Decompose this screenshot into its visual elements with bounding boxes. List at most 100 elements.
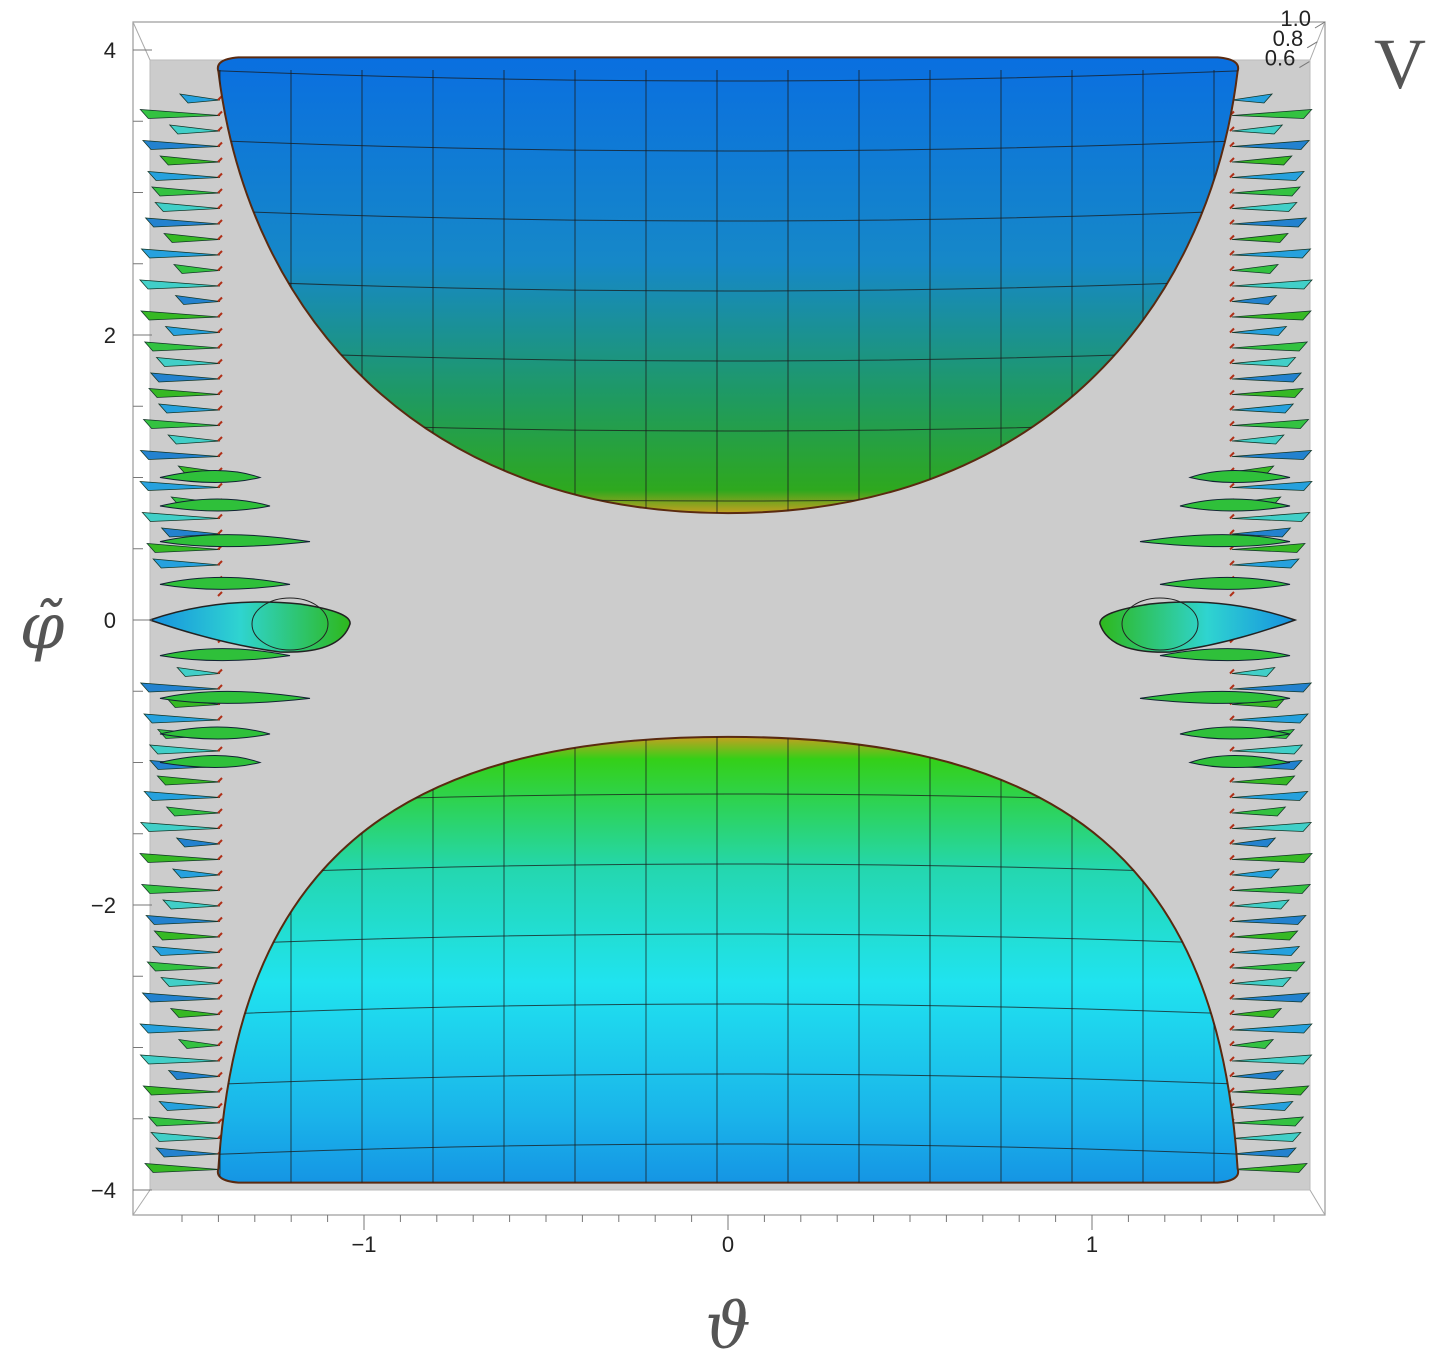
x-tick-label: 0 (722, 1232, 734, 1257)
spike-base (217, 591, 223, 597)
spike (143, 713, 221, 724)
spike-base (217, 374, 223, 380)
spike-base (217, 1071, 223, 1078)
spike (141, 512, 221, 522)
spike-base (1229, 157, 1235, 163)
z-axis-ticks: 1.00.80.6 (1265, 6, 1326, 71)
spike (174, 294, 221, 305)
spike (163, 232, 221, 243)
spike (1231, 961, 1306, 972)
spike-base (217, 1118, 223, 1124)
spike-base (217, 141, 223, 148)
spike-base (1229, 947, 1235, 954)
spike-base (217, 312, 223, 318)
spike-base (1229, 141, 1235, 148)
spike (1231, 744, 1304, 755)
spike-base (217, 916, 223, 923)
spike (1231, 1023, 1313, 1034)
spike-base (1229, 529, 1235, 535)
spike (1231, 853, 1313, 863)
axes: −1 0 1 4 2 0 −2 −4 1.00.80.6 (91, 6, 1326, 1257)
spike (139, 1054, 221, 1065)
teardrop (159, 648, 291, 662)
spike (139, 279, 221, 290)
spike-base (1229, 885, 1235, 892)
spike-base (217, 343, 223, 349)
spike (154, 202, 221, 212)
side-blobs (147, 597, 1298, 653)
spike (139, 682, 221, 693)
teardrop (1139, 534, 1291, 548)
spike (1231, 248, 1312, 259)
mesh-line (217, 349, 1239, 362)
spike-base (1229, 777, 1235, 783)
spike (1231, 171, 1305, 181)
spike-base (217, 482, 223, 489)
spike-base (1229, 172, 1235, 179)
spike (165, 806, 221, 817)
spike (1231, 325, 1288, 336)
y-tick-label: 2 (104, 323, 116, 348)
spike-base (1229, 343, 1235, 349)
spike (1231, 915, 1307, 925)
teardrop (159, 726, 271, 740)
spike-base (217, 327, 223, 334)
spike (1231, 1069, 1285, 1080)
spike-base (1229, 870, 1235, 876)
spike (1231, 1007, 1283, 1018)
spike (140, 248, 221, 259)
teardrop (159, 755, 262, 768)
spike (1231, 822, 1313, 832)
spike (1231, 946, 1301, 956)
z-tick-mark (1299, 61, 1310, 68)
spike (158, 1101, 221, 1111)
spike (1231, 713, 1309, 724)
upper-lobe (216, 56, 1240, 515)
spike (144, 1163, 221, 1173)
spike (1231, 1038, 1275, 1049)
spike (1231, 186, 1301, 197)
spike-base (217, 172, 223, 179)
spike-base (1229, 715, 1235, 721)
y-tick-label: −2 (91, 893, 116, 918)
spike-base (1229, 374, 1235, 380)
spike-base (1229, 358, 1235, 365)
spike (1231, 837, 1277, 848)
spike-base (1229, 219, 1235, 225)
spike-base (217, 529, 223, 535)
spike-base (1229, 1087, 1235, 1093)
spike (178, 93, 221, 104)
spike (146, 543, 221, 553)
x-tick-label: 1 (1086, 1232, 1098, 1257)
spike-base (1229, 1071, 1235, 1078)
spike (147, 1116, 221, 1127)
spike (157, 403, 221, 414)
spike (1231, 806, 1287, 817)
spike-base (1229, 327, 1235, 334)
spike (1231, 1163, 1308, 1173)
mesh-line (217, 69, 1239, 82)
spike (149, 372, 221, 383)
spike-base (1229, 901, 1235, 907)
teardrop (159, 470, 262, 483)
z-axis-label: V (1374, 24, 1426, 104)
spike (1231, 791, 1309, 801)
spike-base (1229, 420, 1235, 427)
spike-base (217, 901, 223, 907)
spike-base (217, 808, 223, 814)
spike (1231, 388, 1304, 398)
frame-edge (1309, 21, 1326, 61)
spike-base (1229, 312, 1235, 318)
spike (140, 884, 221, 894)
spike-base (217, 296, 223, 303)
spike-base (1229, 203, 1235, 210)
spike (1231, 1054, 1313, 1065)
spike (148, 744, 221, 755)
lower-lobe (216, 735, 1240, 1184)
spike (156, 775, 221, 786)
spike (1231, 1101, 1294, 1111)
spike (176, 666, 221, 677)
spike (139, 109, 221, 119)
spike (1231, 976, 1292, 987)
